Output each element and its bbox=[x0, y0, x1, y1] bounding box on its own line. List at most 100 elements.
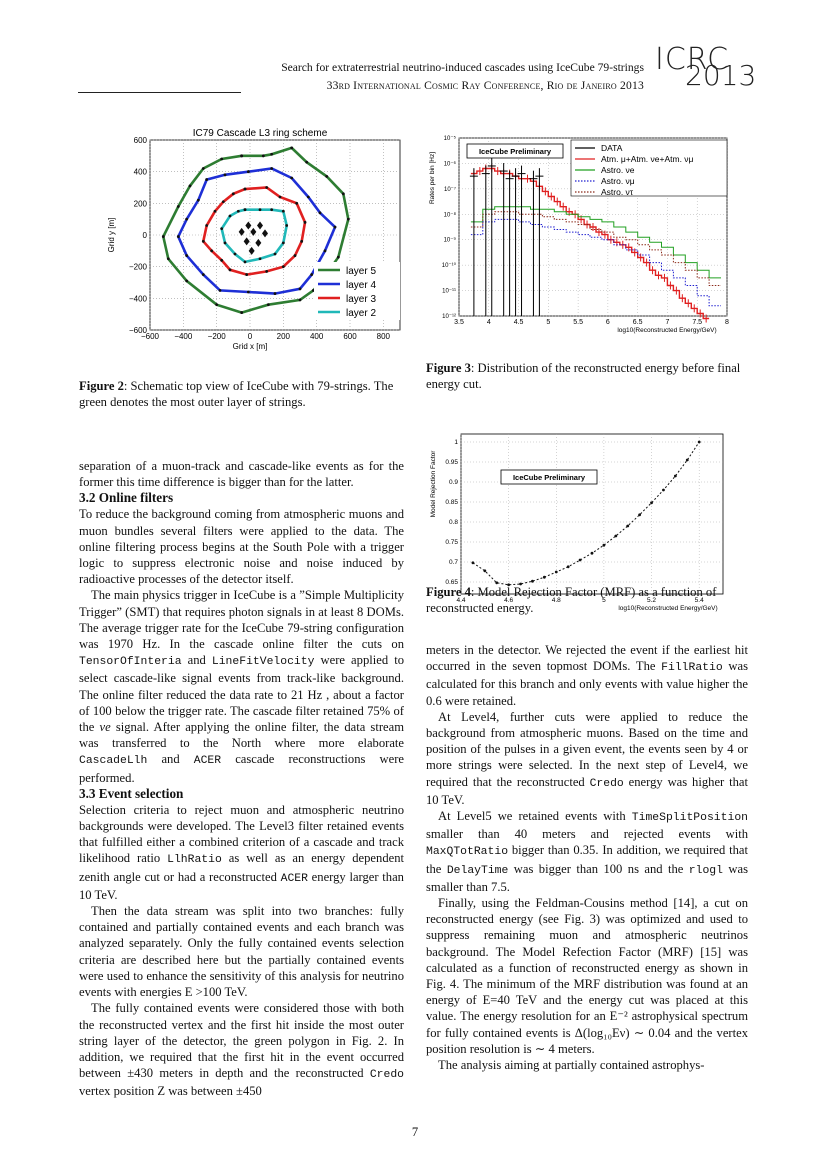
string-marker bbox=[336, 255, 340, 259]
string-marker bbox=[185, 254, 189, 257]
string-marker bbox=[270, 152, 274, 156]
code-term: ACER bbox=[193, 755, 222, 768]
string-marker bbox=[220, 157, 224, 161]
histogram-Astro---e bbox=[470, 206, 721, 279]
x-tick-label: 4.5 bbox=[514, 319, 524, 326]
paragraph: Finally, using the Feldman-Cousins metho… bbox=[426, 896, 748, 1056]
mrf-point bbox=[566, 565, 570, 569]
x-tick-label: 800 bbox=[377, 332, 391, 341]
x-tick-label: 4 bbox=[487, 319, 491, 326]
string-marker bbox=[285, 224, 289, 227]
x-tick-label: 4.4 bbox=[456, 597, 465, 604]
y-tick-label: 0.65 bbox=[445, 579, 458, 586]
string-marker bbox=[310, 273, 314, 276]
figure-3-chart: 3.5 4 4.5 5 5.5 6 6.5 7 7.5 8 10⁻⁵ 10⁻⁶ 10⁻⁷ 10⁻⁸ 10⁻⁹… bbox=[429, 135, 729, 334]
y-axis-label: Grid y [m] bbox=[107, 218, 116, 253]
string-marker bbox=[218, 289, 222, 292]
y-tick-label: 0.85 bbox=[445, 499, 458, 506]
mrf-point bbox=[471, 561, 475, 565]
x-tick-label: 200 bbox=[277, 332, 291, 341]
string-marker bbox=[325, 175, 329, 178]
code-term: CascadeLlh bbox=[79, 755, 148, 768]
string-marker bbox=[213, 209, 217, 213]
y-tick-label: −600 bbox=[129, 326, 148, 335]
string-marker bbox=[293, 254, 297, 257]
y-tick-label: 0.75 bbox=[445, 539, 458, 546]
code-term: Credo bbox=[589, 777, 624, 790]
code-term: LineFitVelocity bbox=[211, 656, 315, 669]
page-number: 7 bbox=[411, 1125, 419, 1139]
histogram-Astro---- bbox=[470, 218, 721, 307]
inner-string-marker bbox=[255, 238, 262, 247]
code-term: TensorOfInteria bbox=[79, 656, 182, 669]
figure-2-caption: Figure 2: Schematic top view of IceCube … bbox=[79, 378, 408, 410]
legend-entry: layer 2 bbox=[346, 308, 376, 319]
string-marker bbox=[305, 160, 309, 164]
section-heading-3-2: 3.2 Online filters bbox=[79, 490, 174, 506]
x-tick-label: 8 bbox=[725, 319, 729, 326]
y-tick-label: 600 bbox=[134, 136, 148, 145]
icrc-logo: ICRC 2013 bbox=[655, 44, 756, 100]
mrf-point bbox=[590, 551, 594, 555]
string-marker bbox=[258, 208, 262, 212]
string-marker bbox=[300, 239, 304, 243]
y-tick-label: −200 bbox=[129, 263, 148, 272]
string-marker bbox=[205, 178, 209, 181]
y-tick-label: 10⁻¹² bbox=[442, 314, 456, 320]
x-tick-label: −600 bbox=[141, 332, 160, 341]
x-axis-label: log10(Reconstructed Energy/GeV) bbox=[618, 605, 717, 612]
string-marker bbox=[220, 258, 224, 262]
y-tick-label: 10⁻¹¹ bbox=[442, 289, 456, 295]
string-marker bbox=[228, 214, 232, 218]
paragraph: At Level4, further cuts were applied to … bbox=[426, 709, 748, 807]
string-marker bbox=[270, 208, 274, 212]
code-term: FillRatio bbox=[661, 662, 723, 675]
y-tick-label: 0.7 bbox=[449, 559, 458, 566]
string-marker bbox=[201, 239, 205, 243]
legend-entry: Astro. ντ bbox=[601, 187, 634, 197]
x-tick-label: −400 bbox=[174, 332, 193, 341]
string-marker bbox=[281, 241, 285, 245]
string-marker bbox=[323, 249, 327, 253]
string-marker bbox=[236, 209, 240, 213]
string-marker bbox=[231, 192, 235, 196]
figure-2-chart: IC79 Cascade L3 ring scheme −600 −400 −200 0… bbox=[107, 128, 401, 351]
string-marker bbox=[166, 257, 170, 261]
x-tick-label: −200 bbox=[208, 332, 227, 341]
mrf-point bbox=[542, 575, 546, 579]
x-tick-label: 4.6 bbox=[504, 597, 513, 604]
figure-2: IC79 Cascade L3 ring scheme −600 −400 −200 0… bbox=[100, 125, 415, 360]
y-tick-label: 10⁻⁵ bbox=[444, 135, 457, 142]
string-marker bbox=[243, 260, 247, 264]
x-tick-label: 600 bbox=[343, 332, 357, 341]
string-marker bbox=[245, 273, 249, 276]
string-marker bbox=[240, 154, 244, 158]
code-term: DelayTime bbox=[446, 864, 509, 877]
string-marker bbox=[228, 268, 232, 272]
y-tick-label: 10⁻⁶ bbox=[444, 160, 457, 167]
annotation-box bbox=[466, 143, 564, 159]
string-marker bbox=[161, 235, 165, 238]
figure-2-caption-text: : Schematic top view of IceCube with 79-… bbox=[79, 379, 394, 410]
annotation-text: IceCube Preliminary bbox=[479, 147, 552, 156]
inner-string-marker bbox=[262, 229, 268, 238]
string-marker bbox=[210, 249, 214, 253]
figure-3-caption-text: : Distribution of the reconstructed ener… bbox=[426, 361, 741, 392]
figure-4-label: Figure 4 bbox=[426, 585, 471, 599]
string-marker bbox=[215, 303, 219, 307]
string-marker bbox=[243, 208, 247, 212]
string-marker bbox=[333, 225, 337, 229]
paragraph: At Level5 we retained events with TimeSp… bbox=[426, 809, 748, 894]
mrf-point bbox=[638, 513, 642, 517]
x-tick-label: 7.5 bbox=[692, 319, 702, 326]
plot-frame bbox=[458, 137, 728, 317]
figure-4-caption-text: : Model Rejection Factor (MRF) as a func… bbox=[426, 585, 717, 616]
legend-entry: Astro. νμ bbox=[601, 176, 635, 186]
ring-line-layer-2 bbox=[220, 208, 289, 264]
histogram-Astro---- bbox=[470, 211, 721, 286]
x-tick-label: 4.8 bbox=[552, 597, 561, 604]
string-marker bbox=[290, 176, 294, 180]
legend-box bbox=[570, 139, 728, 197]
string-marker bbox=[223, 241, 227, 245]
mrf-point bbox=[495, 581, 499, 585]
